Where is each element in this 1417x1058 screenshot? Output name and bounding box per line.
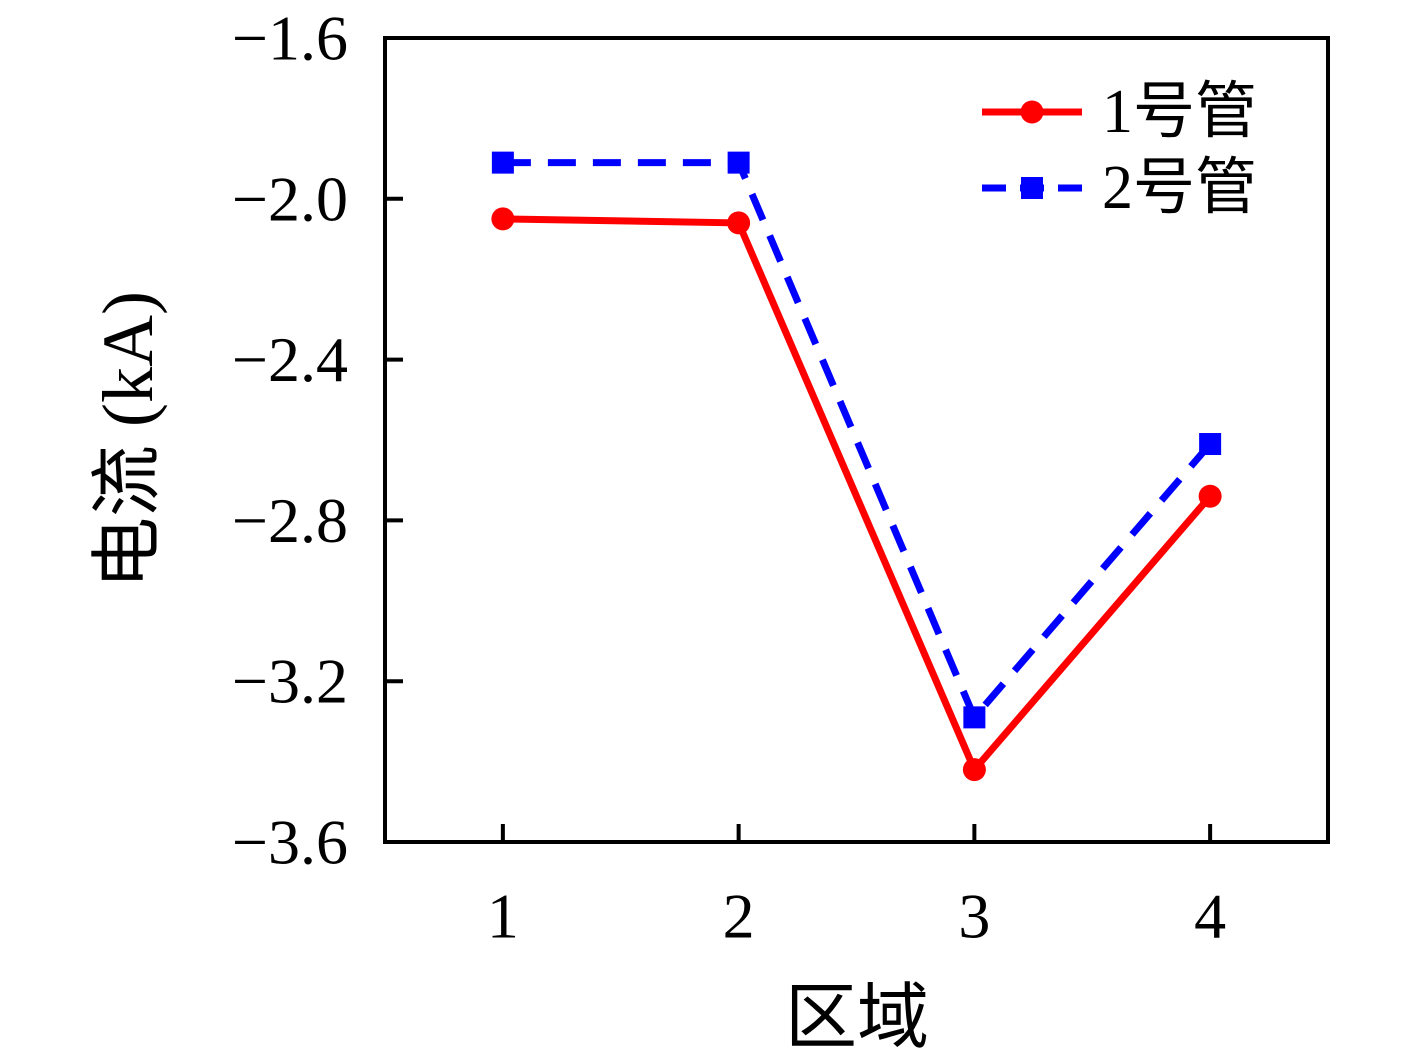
x-axis-label: 区域	[784, 978, 930, 1058]
legend-marker-square	[1021, 177, 1043, 199]
series-line-2	[502, 159, 1213, 724]
y-tick-label: −2.8	[232, 485, 348, 556]
data-point-marker-square	[1199, 433, 1222, 456]
legend-label: 1号管	[1102, 78, 1258, 146]
x-tick-label: 1	[487, 881, 519, 952]
x-tick-label: 2	[723, 881, 755, 952]
legend-item-2: 2号管	[980, 150, 1257, 226]
data-point-marker-square	[491, 151, 514, 174]
plot-frame	[383, 36, 1330, 844]
legend-sample-dashed-square	[982, 177, 1082, 199]
x-tick-label: 3	[958, 881, 990, 952]
data-point-marker-circle	[1198, 484, 1222, 508]
series-line-1	[502, 215, 1213, 777]
y-tick-label: −1.6	[232, 3, 348, 74]
y-tick-label: −2.4	[232, 324, 348, 395]
data-point-marker-square	[727, 151, 750, 174]
data-point-marker-square	[963, 706, 986, 729]
legend-marker-circle	[1020, 100, 1044, 124]
legend-label: 2号管	[1102, 154, 1258, 222]
legend-sample-solid-circle	[982, 100, 1082, 124]
y-tick-label: −3.6	[232, 807, 348, 878]
y-tick-label: −3.2	[232, 646, 348, 717]
data-point-marker-circle	[727, 211, 751, 235]
data-point-marker-circle	[962, 758, 986, 782]
data-point-marker-circle	[491, 207, 515, 231]
y-axis-label: 电流 (kA)	[88, 291, 168, 589]
y-tick-label: −2.0	[232, 163, 348, 234]
legend-item-1: 1号管	[980, 74, 1257, 150]
x-tick-label: 4	[1194, 881, 1226, 952]
legend: 1号管 2号管	[980, 74, 1257, 226]
